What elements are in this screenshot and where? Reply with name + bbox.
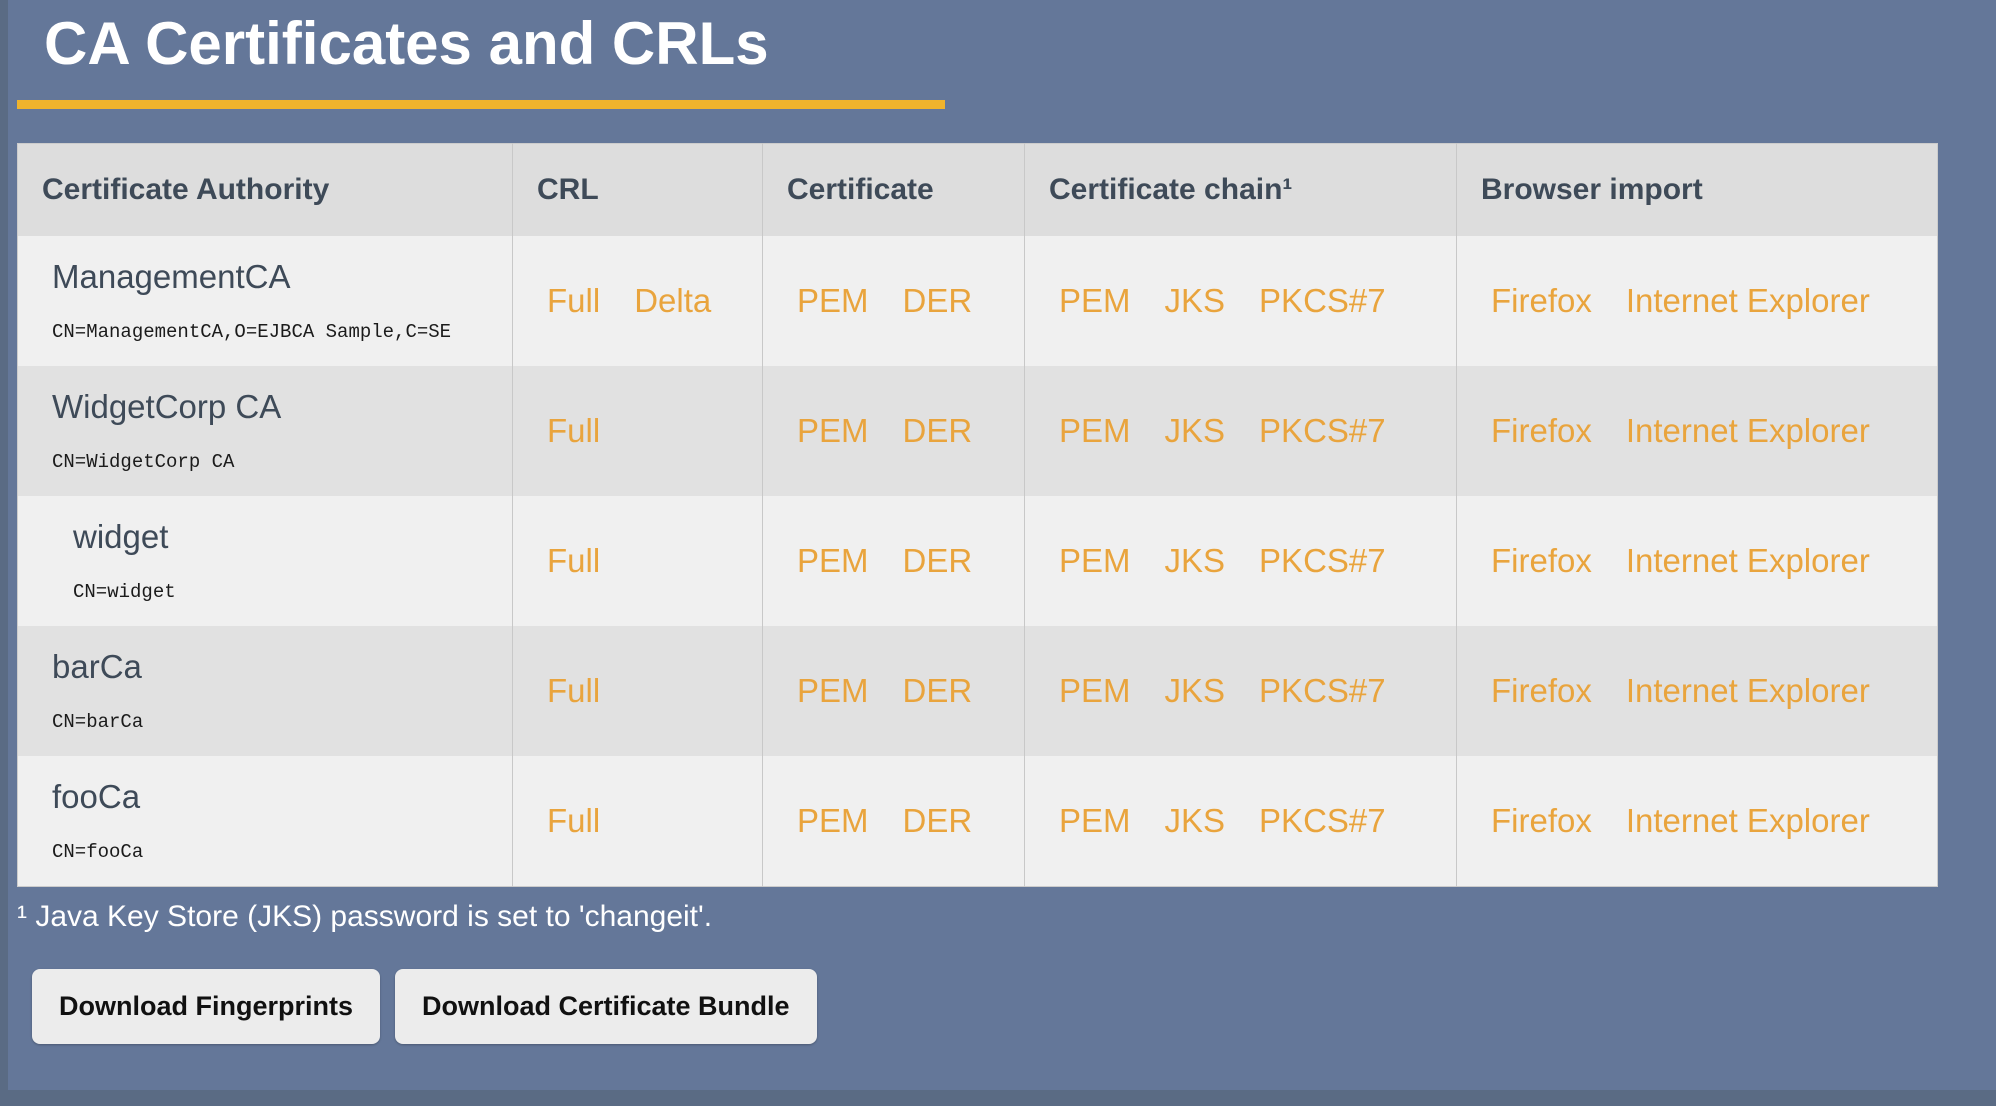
ca-subject-dn: CN=ManagementCA,O=EJBCA Sample,C=SE (52, 321, 452, 344)
certificate-pem-link[interactable]: PEM (797, 802, 869, 839)
ca-name: fooCa (52, 777, 141, 815)
certificate-authority-cell: fooCa CN=fooCa (17, 756, 513, 887)
download-buttons: Download Fingerprints Download Certifica… (32, 969, 1996, 1044)
ca-subject-dn: CN=fooCa (52, 841, 144, 864)
ca-name: WidgetCorp CA (52, 387, 282, 425)
crl-links-cell: Full (512, 626, 763, 756)
content-area: CA Certificates and CRLs Certificate Aut… (8, 0, 1996, 1090)
browser-firefox-link[interactable]: Firefox (1491, 282, 1592, 319)
ca-table-row: fooCa CN=fooCa Full PEM DER PEM JKS PKCS#7 … (17, 756, 1938, 887)
download-fingerprints-button[interactable]: Download Fingerprints (32, 969, 380, 1044)
crl-full-link[interactable]: Full (547, 802, 601, 839)
certificate-pem-link[interactable]: PEM (797, 282, 869, 319)
ca-table-row: widget CN=widget Full PEM DER PEM JKS PKCS#… (17, 496, 1938, 626)
certificate-pem-link[interactable]: PEM (797, 672, 869, 709)
browser-import-links-cell: Firefox Internet Explorer (1456, 756, 1938, 887)
certificate-chain-links-cell: PEM JKS PKCS#7 (1024, 366, 1457, 496)
chain-pem-link[interactable]: PEM (1059, 412, 1131, 449)
certificate-authority-cell: widget CN=widget (17, 496, 513, 626)
certificate-der-link[interactable]: DER (902, 542, 973, 579)
chain-pem-link[interactable]: PEM (1059, 542, 1131, 579)
chain-jks-link[interactable]: JKS (1164, 542, 1226, 579)
crl-links-cell: Full (512, 756, 763, 887)
chain-jks-link[interactable]: JKS (1164, 672, 1226, 709)
ca-name: widget (73, 517, 169, 555)
crl-full-link[interactable]: Full (547, 542, 601, 579)
chain-pkcs7-link[interactable]: PKCS#7 (1259, 672, 1386, 709)
chain-pkcs7-link[interactable]: PKCS#7 (1259, 412, 1386, 449)
certificate-chain-links-cell: PEM JKS PKCS#7 (1024, 626, 1457, 756)
title-underline-rule (17, 100, 945, 109)
certificate-chain-links-cell: PEM JKS PKCS#7 (1024, 496, 1457, 626)
browser-internetexplorer-link[interactable]: Internet Explorer (1625, 672, 1870, 709)
crl-links-cell: Full (512, 366, 763, 496)
browser-firefox-link[interactable]: Firefox (1491, 412, 1592, 449)
chain-pkcs7-link[interactable]: PKCS#7 (1259, 282, 1386, 319)
ca-name: barCa (52, 647, 142, 685)
crl-links-cell: Full Delta (512, 236, 763, 366)
certificate-der-link[interactable]: DER (902, 282, 973, 319)
chain-jks-link[interactable]: JKS (1164, 412, 1226, 449)
browser-internetexplorer-link[interactable]: Internet Explorer (1625, 542, 1870, 579)
browser-internetexplorer-link[interactable]: Internet Explorer (1625, 282, 1870, 319)
certificate-links-cell: PEM DER (762, 236, 1025, 366)
chain-jks-link[interactable]: JKS (1164, 282, 1226, 319)
browser-firefox-link[interactable]: Firefox (1491, 542, 1592, 579)
col-header-crl: CRL (512, 143, 763, 236)
certificate-der-link[interactable]: DER (902, 802, 973, 839)
chain-jks-link[interactable]: JKS (1164, 802, 1226, 839)
chain-pkcs7-link[interactable]: PKCS#7 (1259, 802, 1386, 839)
certificate-chain-links-cell: PEM JKS PKCS#7 (1024, 756, 1457, 887)
chain-pem-link[interactable]: PEM (1059, 672, 1131, 709)
certificate-pem-link[interactable]: PEM (797, 542, 869, 579)
ca-certificates-table: Certificate Authority CRL Certificate Ce… (17, 143, 1938, 887)
certificate-chain-links-cell: PEM JKS PKCS#7 (1024, 236, 1457, 366)
table-header-row: Certificate Authority CRL Certificate Ce… (17, 143, 1938, 236)
page-title: CA Certificates and CRLs (44, 10, 769, 77)
ca-name: ManagementCA (52, 257, 291, 295)
download-certificate-bundle-button[interactable]: Download Certificate Bundle (395, 969, 817, 1044)
col-header-certificate: Certificate (762, 143, 1025, 236)
ca-subject-dn: CN=WidgetCorp CA (52, 451, 235, 474)
ca-table-row: barCa CN=barCa Full PEM DER PEM JKS PKCS#7 … (17, 626, 1938, 756)
ca-table-row: ManagementCA CN=ManagementCA,O=EJBCA Sam… (17, 236, 1938, 366)
col-header-certificate-authority: Certificate Authority (17, 143, 513, 236)
crl-full-link[interactable]: Full (547, 672, 601, 709)
chain-pkcs7-link[interactable]: PKCS#7 (1259, 542, 1386, 579)
ca-table-row: WidgetCorp CA CN=WidgetCorp CA Full PEM D… (17, 366, 1938, 496)
certificate-authority-cell: barCa CN=barCa (17, 626, 513, 756)
crl-full-link[interactable]: Full (547, 282, 601, 319)
certificate-links-cell: PEM DER (762, 496, 1025, 626)
browser-firefox-link[interactable]: Firefox (1491, 672, 1592, 709)
browser-import-links-cell: Firefox Internet Explorer (1456, 496, 1938, 626)
certificate-authority-cell: WidgetCorp CA CN=WidgetCorp CA (17, 366, 513, 496)
certificate-pem-link[interactable]: PEM (797, 412, 869, 449)
ca-subject-dn: CN=barCa (52, 711, 144, 734)
browser-import-links-cell: Firefox Internet Explorer (1456, 626, 1938, 756)
col-header-browser-import: Browser import (1456, 143, 1938, 236)
jks-password-footnote: ¹ Java Key Store (JKS) password is set t… (17, 900, 713, 933)
certificate-der-link[interactable]: DER (902, 672, 973, 709)
ca-subject-dn: CN=widget (73, 581, 176, 604)
browser-import-links-cell: Firefox Internet Explorer (1456, 366, 1938, 496)
crl-delta-link[interactable]: Delta (634, 282, 712, 319)
crl-full-link[interactable]: Full (547, 412, 601, 449)
chain-pem-link[interactable]: PEM (1059, 802, 1131, 839)
browser-firefox-link[interactable]: Firefox (1491, 802, 1592, 839)
certificate-authority-cell: ManagementCA CN=ManagementCA,O=EJBCA Sam… (17, 236, 513, 366)
certificate-der-link[interactable]: DER (902, 412, 973, 449)
browser-internetexplorer-link[interactable]: Internet Explorer (1625, 802, 1870, 839)
certificate-links-cell: PEM DER (762, 626, 1025, 756)
browser-internetexplorer-link[interactable]: Internet Explorer (1625, 412, 1870, 449)
crl-links-cell: Full (512, 496, 763, 626)
certificate-links-cell: PEM DER (762, 366, 1025, 496)
certificate-links-cell: PEM DER (762, 756, 1025, 887)
col-header-certificate-chain: Certificate chain¹ (1024, 143, 1457, 236)
chain-pem-link[interactable]: PEM (1059, 282, 1131, 319)
browser-import-links-cell: Firefox Internet Explorer (1456, 236, 1938, 366)
